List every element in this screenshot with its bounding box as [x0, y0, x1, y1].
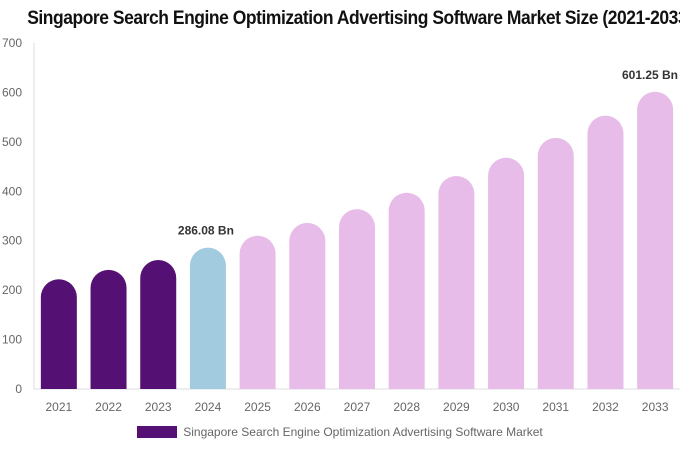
x-tick-label: 2030 — [493, 400, 520, 414]
bar-2027 — [339, 209, 375, 389]
legend-label: Singapore Search Engine Optimization Adv… — [183, 425, 543, 439]
x-tick-label: 2022 — [95, 400, 122, 414]
x-tick-label: 2027 — [344, 400, 371, 414]
data-label: 286.08 Bn — [178, 224, 234, 238]
legend-swatch — [137, 426, 178, 438]
bar-2029 — [438, 175, 475, 389]
bar-2023 — [140, 259, 177, 389]
y-tick-label: 700 — [2, 36, 22, 50]
bar-2021 — [40, 279, 77, 389]
x-tick-label: 2025 — [244, 400, 271, 414]
data-label: 601.25 Bn — [622, 68, 678, 82]
x-tick-label: 2021 — [45, 400, 72, 414]
x-tick-label: 2029 — [443, 400, 470, 414]
bar-2028 — [388, 192, 425, 389]
bar-2033 — [637, 91, 674, 389]
bar-2025 — [239, 235, 276, 389]
y-tick-label: 200 — [2, 283, 22, 297]
x-tick-label: 2023 — [145, 400, 172, 414]
y-tick-label: 0 — [15, 382, 22, 396]
y-tick-label: 500 — [2, 135, 22, 149]
y-tick-label: 600 — [2, 85, 22, 99]
x-tick-label: 2024 — [195, 400, 222, 414]
y-tick-label: 100 — [2, 333, 22, 347]
x-tick-label: 2028 — [393, 400, 420, 414]
x-tick-label: 2033 — [642, 400, 669, 414]
x-tick-label: 2026 — [294, 400, 321, 414]
bar-2031 — [537, 137, 574, 389]
bar-2026 — [289, 222, 326, 389]
y-tick-label: 400 — [2, 184, 22, 198]
x-tick-label: 2032 — [592, 400, 619, 414]
bar-2024 — [189, 247, 226, 389]
legend: Singapore Search Engine Optimization Adv… — [0, 425, 680, 439]
y-tick-label: 300 — [2, 234, 22, 248]
bar-2030 — [488, 157, 525, 389]
bar-2022 — [90, 269, 127, 389]
chart-title: Singapore Search Engine Optimization Adv… — [27, 8, 680, 29]
x-tick-label: 2031 — [542, 400, 569, 414]
bar-2032 — [587, 115, 624, 389]
